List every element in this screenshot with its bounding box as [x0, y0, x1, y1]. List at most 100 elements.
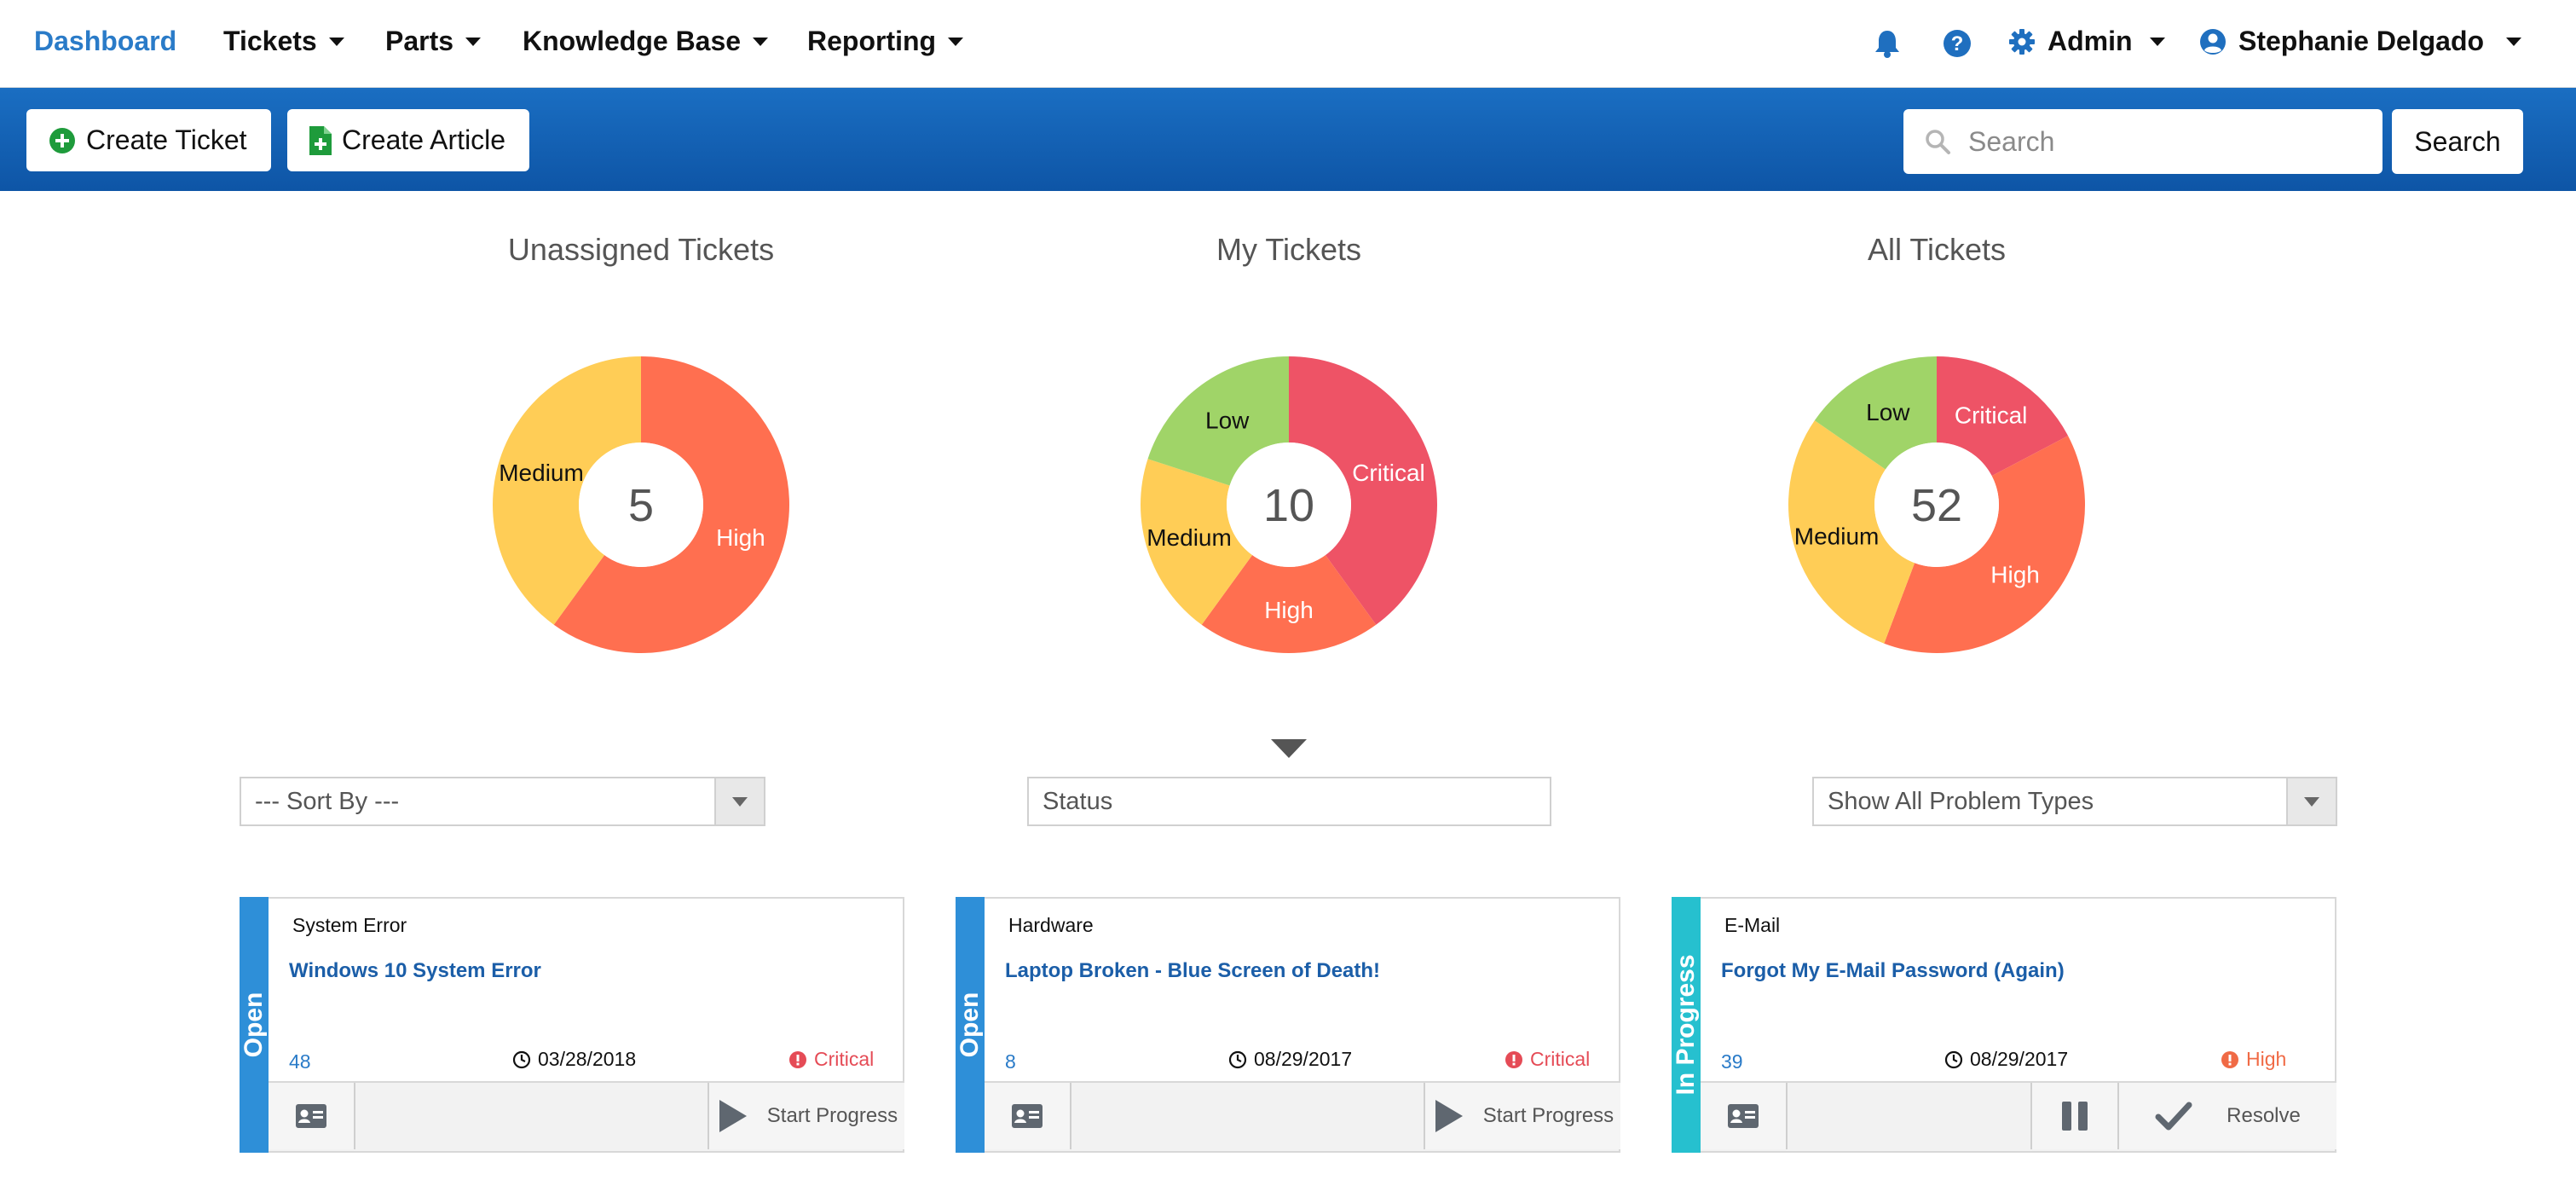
ticket-id-link[interactable]: 39 — [1721, 1050, 1743, 1073]
ticket-status: Open — [240, 992, 268, 1058]
nav-menu-knowledge-base[interactable]: Knowledge Base — [523, 26, 769, 57]
start-progress-button[interactable]: Start Progress — [1424, 1083, 1620, 1149]
ticket-date-value: 08/29/2017 — [1970, 1048, 2069, 1070]
caret-down-icon — [465, 37, 482, 46]
nav-menu-reporting[interactable]: Reporting — [807, 26, 964, 57]
donut-hole — [579, 442, 703, 567]
check-icon — [2155, 1102, 2192, 1131]
ticket-card[interactable]: In Progress E-Mail Forgot My E-Mail Pass… — [1672, 897, 2336, 1153]
ticket-id-link[interactable]: 8 — [1005, 1050, 1016, 1073]
nav-menu-admin[interactable]: Admin — [2008, 26, 2165, 57]
nav-menu-user[interactable]: Stephanie Delgado — [2199, 26, 2522, 57]
contact-card-button[interactable] — [985, 1083, 1071, 1149]
chart-title-all-tickets: All Tickets — [1867, 232, 2007, 267]
slice-label: High — [1264, 597, 1314, 623]
ticket-date: 08/29/2017 — [1228, 1048, 1352, 1071]
ticket-priority: Critical — [788, 1048, 874, 1071]
svg-text:?: ? — [1951, 32, 1964, 55]
pie-slice-critical[interactable] — [1289, 356, 1437, 625]
chart-total: 10 — [1263, 480, 1314, 531]
resolve-button[interactable]: Resolve — [2117, 1083, 2336, 1149]
ticket-title-link[interactable]: Forgot My E-Mail Password (Again) — [1721, 959, 2065, 982]
expand-toggle-icon[interactable] — [1271, 739, 1307, 758]
pie-slice-low[interactable] — [1147, 356, 1289, 486]
ticket-status-bar: Open — [240, 897, 269, 1153]
contact-card-button[interactable] — [1701, 1083, 1788, 1149]
create-ticket-button[interactable]: Create Ticket — [26, 109, 271, 171]
create-article-label: Create Article — [342, 124, 506, 155]
slice-label: Critical — [1352, 460, 1425, 486]
donut-hole — [1874, 442, 1999, 567]
id-card-icon — [1728, 1104, 1759, 1128]
ticket-card-footer: Resolve — [1701, 1081, 2336, 1151]
alert-circle-icon — [789, 1050, 806, 1068]
alert-circle-icon — [2221, 1050, 2238, 1068]
start-progress-button[interactable]: Start Progress — [708, 1083, 904, 1149]
chart-total: 5 — [628, 480, 654, 531]
search-field[interactable] — [1903, 109, 2383, 174]
user-name: Stephanie Delgado — [2238, 26, 2485, 56]
resolve-label: Resolve — [2227, 1104, 2301, 1127]
ticket-title-link[interactable]: Laptop Broken - Blue Screen of Death! — [1005, 959, 1381, 982]
clock-icon — [1944, 1050, 1963, 1068]
sort-by-select[interactable]: --- Sort By --- — [240, 777, 765, 826]
action-toolbar: Create Ticket Create Article Search — [0, 88, 2576, 191]
pie-slice-low[interactable] — [1814, 356, 1937, 470]
pie-slice-high[interactable] — [1884, 436, 2085, 653]
create-ticket-label: Create Ticket — [86, 124, 247, 155]
ticket-card[interactable]: Open Hardware Laptop Broken - Blue Scree… — [956, 897, 1620, 1153]
pie-slice-medium[interactable] — [1141, 459, 1253, 625]
top-navbar: Dashboard Tickets Parts Knowledge Base R… — [0, 0, 2576, 88]
dropdown-arrow-icon — [714, 778, 764, 824]
id-card-icon — [1012, 1104, 1043, 1128]
nav-menu-tickets[interactable]: Tickets — [223, 26, 344, 57]
status-filter-input[interactable]: Status — [1027, 777, 1551, 826]
pie-slice-medium[interactable] — [493, 356, 641, 625]
pie-slice-high[interactable] — [1201, 555, 1377, 653]
caret-down-icon — [328, 37, 344, 46]
search-icon — [1926, 130, 1950, 154]
contact-card-button[interactable] — [269, 1083, 355, 1149]
ticket-card[interactable]: Open System Error Windows 10 System Erro… — [240, 897, 904, 1153]
help-icon[interactable]: ? — [1943, 29, 1972, 62]
caret-down-icon — [2149, 37, 2165, 46]
pie-slice-medium[interactable] — [1788, 420, 1915, 644]
bell-icon[interactable] — [1874, 29, 1901, 62]
all-tickets-chart[interactable]: Critical High Medium Low 52 — [1775, 343, 2099, 667]
slice-label: High — [716, 524, 765, 551]
clock-icon — [1228, 1050, 1247, 1068]
chart-total: 52 — [1911, 480, 1962, 531]
ticket-priority-label: Critical — [814, 1048, 875, 1070]
search-input[interactable] — [1967, 124, 2362, 159]
pause-button[interactable] — [2030, 1083, 2117, 1149]
ticket-id-link[interactable]: 48 — [289, 1050, 311, 1073]
pie-slice-critical[interactable] — [1937, 356, 2069, 477]
ticket-status: In Progress — [1672, 954, 1700, 1096]
slice-label: Medium — [499, 460, 584, 486]
nav-menu-parts[interactable]: Parts — [385, 26, 482, 57]
search-button[interactable]: Search — [2392, 109, 2523, 174]
ticket-date-value: 03/28/2018 — [538, 1048, 637, 1070]
slice-label: Medium — [1794, 523, 1880, 550]
ticket-title-link[interactable]: Windows 10 System Error — [289, 959, 541, 982]
create-article-button[interactable]: Create Article — [287, 109, 529, 171]
problem-type-select[interactable]: Show All Problem Types — [1812, 777, 2337, 826]
sort-by-value: --- Sort By --- — [255, 787, 400, 815]
ticket-status: Open — [956, 992, 984, 1058]
start-progress-label: Start Progress — [766, 1104, 898, 1127]
slice-label: Medium — [1146, 524, 1232, 551]
play-icon — [1435, 1100, 1463, 1132]
nav-menu-label: Knowledge Base — [523, 26, 742, 56]
slice-label: Low — [1205, 407, 1250, 433]
admin-label: Admin — [2048, 26, 2133, 56]
pie-slice-high[interactable] — [553, 356, 789, 653]
my-tickets-chart[interactable]: Critical High Medium Low 10 — [1127, 343, 1451, 667]
ticket-date: 08/29/2017 — [1944, 1048, 2068, 1071]
dropdown-arrow-icon — [2286, 778, 2336, 824]
ticket-priority: Critical — [1505, 1048, 1590, 1071]
status-placeholder: Status — [1043, 787, 1113, 815]
nav-dashboard-link[interactable]: Dashboard — [34, 26, 177, 56]
unassigned-tickets-chart[interactable]: High Medium 5 — [479, 343, 803, 667]
id-card-icon — [296, 1104, 326, 1128]
ticket-status-bar: In Progress — [1672, 897, 1701, 1153]
